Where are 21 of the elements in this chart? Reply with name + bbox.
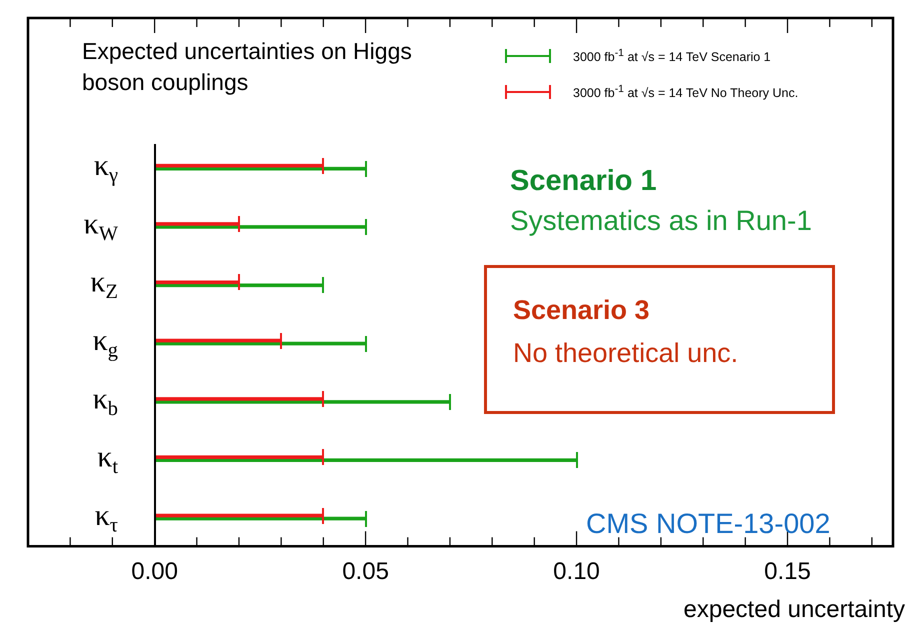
bar [154, 338, 282, 342]
bar [154, 280, 240, 284]
x-tick-label: 0.05 [342, 558, 389, 586]
bar [154, 455, 324, 460]
x-tick-label: 0.10 [553, 558, 600, 586]
annotation: Scenario 3 [513, 295, 650, 326]
legend-label: 3000 fb$^{-1}$ at √s = 14 TeV Scenario 1 [573, 48, 771, 64]
bar [154, 514, 324, 518]
annotation: No theoretical unc. [513, 338, 738, 369]
annotation: Systematics as in Run-1 [510, 205, 812, 237]
legend-label: 3000 fb$^{-1}$ at √s = 14 TeV No Theory Unc. [573, 84, 798, 100]
bar [154, 222, 240, 226]
annotation: Scenario 1 [510, 165, 657, 198]
bar [154, 225, 366, 229]
bar [154, 397, 324, 401]
x-tick-label: 0.15 [764, 558, 811, 586]
bar [154, 164, 324, 168]
chart-title: Expected uncertainties on Higgs boson couplings [82, 37, 413, 97]
annotation: CMS NOTE-13-002 [586, 508, 830, 540]
x-tick-label: 0.00 [131, 558, 178, 586]
x-axis-title: expected uncertainty [684, 596, 905, 624]
